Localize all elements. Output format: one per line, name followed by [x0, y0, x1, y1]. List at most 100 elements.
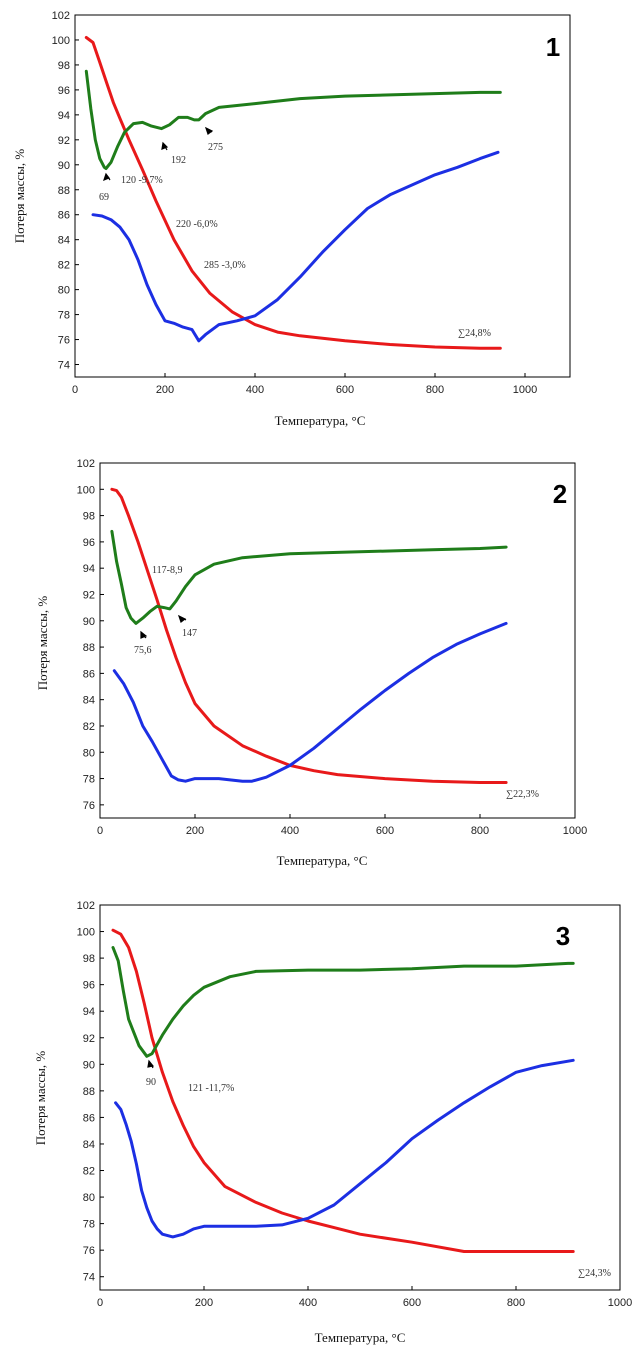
y-tick-label: 86	[83, 668, 95, 680]
series-line	[111, 946, 575, 1058]
x-tick-label: 0	[72, 384, 78, 396]
series-line	[84, 69, 502, 170]
x-tick-label: 200	[195, 1297, 213, 1309]
y-tick-label: 82	[58, 260, 70, 272]
chart-panel-1: 0 200 400 600 800 1000 74 76 78 80 82 84 86 88 90 92 94 9…	[12, 10, 571, 428]
y-axis-label: Потеря массы, %	[12, 149, 27, 244]
y-tick-label: 102	[77, 458, 95, 470]
x-tick-label: 400	[246, 384, 264, 396]
annotation-step-120: 120 -9,7%	[121, 175, 163, 186]
x-tick-label: 400	[281, 825, 299, 837]
y-tick-label: 80	[83, 1192, 95, 1204]
annotation-arrows	[147, 1059, 155, 1069]
annotation-arrows	[140, 614, 187, 639]
y-tick-label: 94	[58, 110, 70, 122]
y-tick-label: 90	[83, 1059, 95, 1071]
y-tick-label: 84	[58, 235, 70, 247]
y-tick-label: 96	[58, 85, 70, 97]
y-tick-label: 80	[58, 285, 70, 297]
y-tick-label: 98	[83, 511, 95, 523]
axis-ticks: 0 200 400 600 800 1000 76 78 80 82 84 86 88 90 92 94 96 9…	[77, 458, 588, 837]
annotation-peak-69: 69	[99, 192, 109, 203]
x-tick-label: 1000	[608, 1297, 632, 1309]
annotation-peak-90: 90	[146, 1077, 156, 1088]
y-tick-label: 94	[83, 563, 95, 575]
axis-ticks: 0 200 400 600 800 1000 74 76 78 80 82 84 86 88 90 92 94 9…	[52, 10, 538, 396]
y-tick-label: 92	[83, 1033, 95, 1045]
y-tick-label: 96	[83, 980, 95, 992]
y-tick-label: 82	[83, 1166, 95, 1178]
series-line	[111, 928, 575, 1253]
annotation-peak-192: 192	[171, 155, 186, 166]
panel-number: 1	[546, 32, 560, 62]
y-tick-label: 90	[58, 160, 70, 172]
plot-frame	[74, 14, 571, 378]
annotation-total-loss: ∑24,3%	[578, 1268, 611, 1279]
annotation-step-121: 121 -11,7%	[188, 1083, 234, 1094]
x-axis-label: Температура, °С	[277, 853, 368, 868]
annotation-total-loss: ∑24,8%	[458, 328, 491, 339]
y-tick-label: 86	[83, 1112, 95, 1124]
y-tick-label: 98	[83, 953, 95, 965]
x-tick-label: 600	[336, 384, 354, 396]
y-tick-label: 74	[83, 1272, 95, 1284]
chart-panel-2: 0 200 400 600 800 1000 76 78 80 82 84 86 88 90 92 94 96 9…	[35, 458, 587, 868]
x-tick-label: 600	[376, 825, 394, 837]
y-tick-label: 78	[58, 310, 70, 322]
y-tick-label: 88	[58, 185, 70, 197]
y-tick-label: 74	[58, 360, 70, 372]
x-tick-label: 400	[299, 1297, 317, 1309]
panel-number: 3	[556, 921, 570, 951]
annotation-peak-275: 275	[208, 142, 223, 153]
y-tick-label: 102	[52, 10, 70, 22]
x-tick-label: 1000	[513, 384, 537, 396]
y-tick-label: 102	[77, 900, 95, 912]
series-line	[84, 36, 502, 350]
y-axis-label: Потеря массы, %	[33, 1051, 48, 1146]
y-tick-label: 100	[52, 35, 70, 47]
y-tick-label: 98	[58, 60, 70, 72]
series-line	[110, 487, 508, 784]
x-tick-label: 0	[97, 1297, 103, 1309]
axis-ticks: 0 200 400 600 800 1000 74 76 78 80 82 84 86 88 90 92 94 9…	[77, 900, 633, 1309]
data-lines	[111, 928, 575, 1253]
series-line	[112, 621, 508, 783]
y-tick-label: 84	[83, 1139, 95, 1151]
y-tick-label: 86	[58, 210, 70, 222]
x-tick-label: 800	[426, 384, 444, 396]
x-tick-label: 200	[156, 384, 174, 396]
plot-frame	[99, 904, 621, 1291]
y-tick-label: 76	[83, 1245, 95, 1257]
x-tick-label: 0	[97, 825, 103, 837]
y-tick-label: 76	[83, 800, 95, 812]
y-tick-label: 92	[83, 589, 95, 601]
x-tick-label: 1000	[563, 825, 587, 837]
y-tick-label: 100	[77, 484, 95, 496]
annotation-arrows	[103, 126, 214, 182]
y-tick-label: 92	[58, 135, 70, 147]
y-tick-label: 88	[83, 1086, 95, 1098]
y-tick-label: 78	[83, 774, 95, 786]
x-tick-label: 200	[186, 825, 204, 837]
series-line	[110, 529, 508, 625]
y-tick-label: 82	[83, 721, 95, 733]
series-line	[91, 150, 500, 343]
annotation-peak-75: 75,6	[134, 645, 152, 656]
chart-panel-3: 0 200 400 600 800 1000 74 76 78 80 82 84 86 88 90 92 94 9…	[33, 900, 632, 1345]
x-tick-label: 800	[471, 825, 489, 837]
series-line	[114, 1058, 575, 1239]
x-tick-label: 600	[403, 1297, 421, 1309]
panel-number: 2	[553, 479, 567, 509]
plot-frame	[99, 462, 576, 819]
y-tick-label: 88	[83, 642, 95, 654]
x-axis-label: Температура, °С	[275, 413, 366, 428]
y-tick-label: 90	[83, 616, 95, 628]
y-tick-label: 84	[83, 695, 95, 707]
annotation-step-220: 220 -6,0%	[176, 219, 218, 230]
annotation-total-loss: ∑22,3%	[506, 789, 539, 800]
data-lines	[110, 487, 508, 784]
y-tick-label: 78	[83, 1219, 95, 1231]
annotation-step-285: 285 -3,0%	[204, 260, 246, 271]
y-tick-label: 76	[58, 335, 70, 347]
